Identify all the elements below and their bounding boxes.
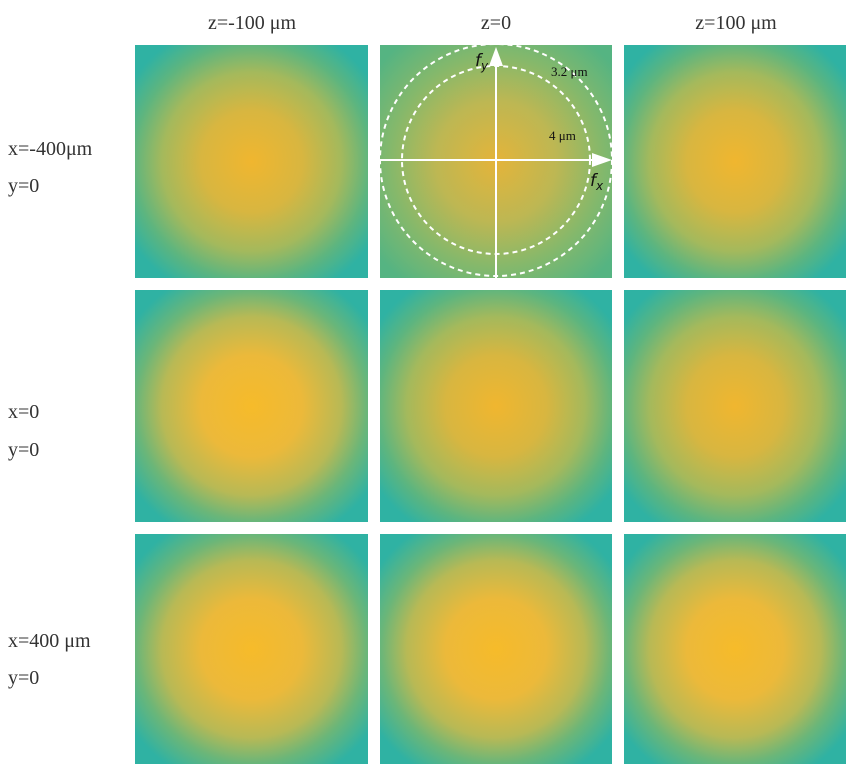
row-label: y=0 [8,667,39,689]
axis-subscript: y [480,59,489,73]
row-label: x=400 μm [8,630,91,652]
panel [624,45,846,278]
panel [380,534,612,764]
axis-subscript: x [595,179,604,193]
row-label: y=0 [8,175,39,197]
row-label: x=-400μm [8,138,93,160]
panel [624,534,846,764]
panel [624,290,846,522]
column-header: z=100 μm [695,12,777,34]
panel [135,45,368,278]
row-label: y=0 [8,439,39,461]
circle-label: 3.2 μm [551,64,588,79]
panel [135,534,368,764]
row-label: x=0 [8,401,39,423]
circle-label: 4 μm [549,128,576,143]
figure: z=-100 μm z=0 z=100 μm x=-400μm y=0 x=0 … [0,0,846,764]
panel [380,290,612,522]
panel [135,290,368,522]
column-header: z=0 [481,12,511,34]
column-header: z=-100 μm [208,12,297,34]
